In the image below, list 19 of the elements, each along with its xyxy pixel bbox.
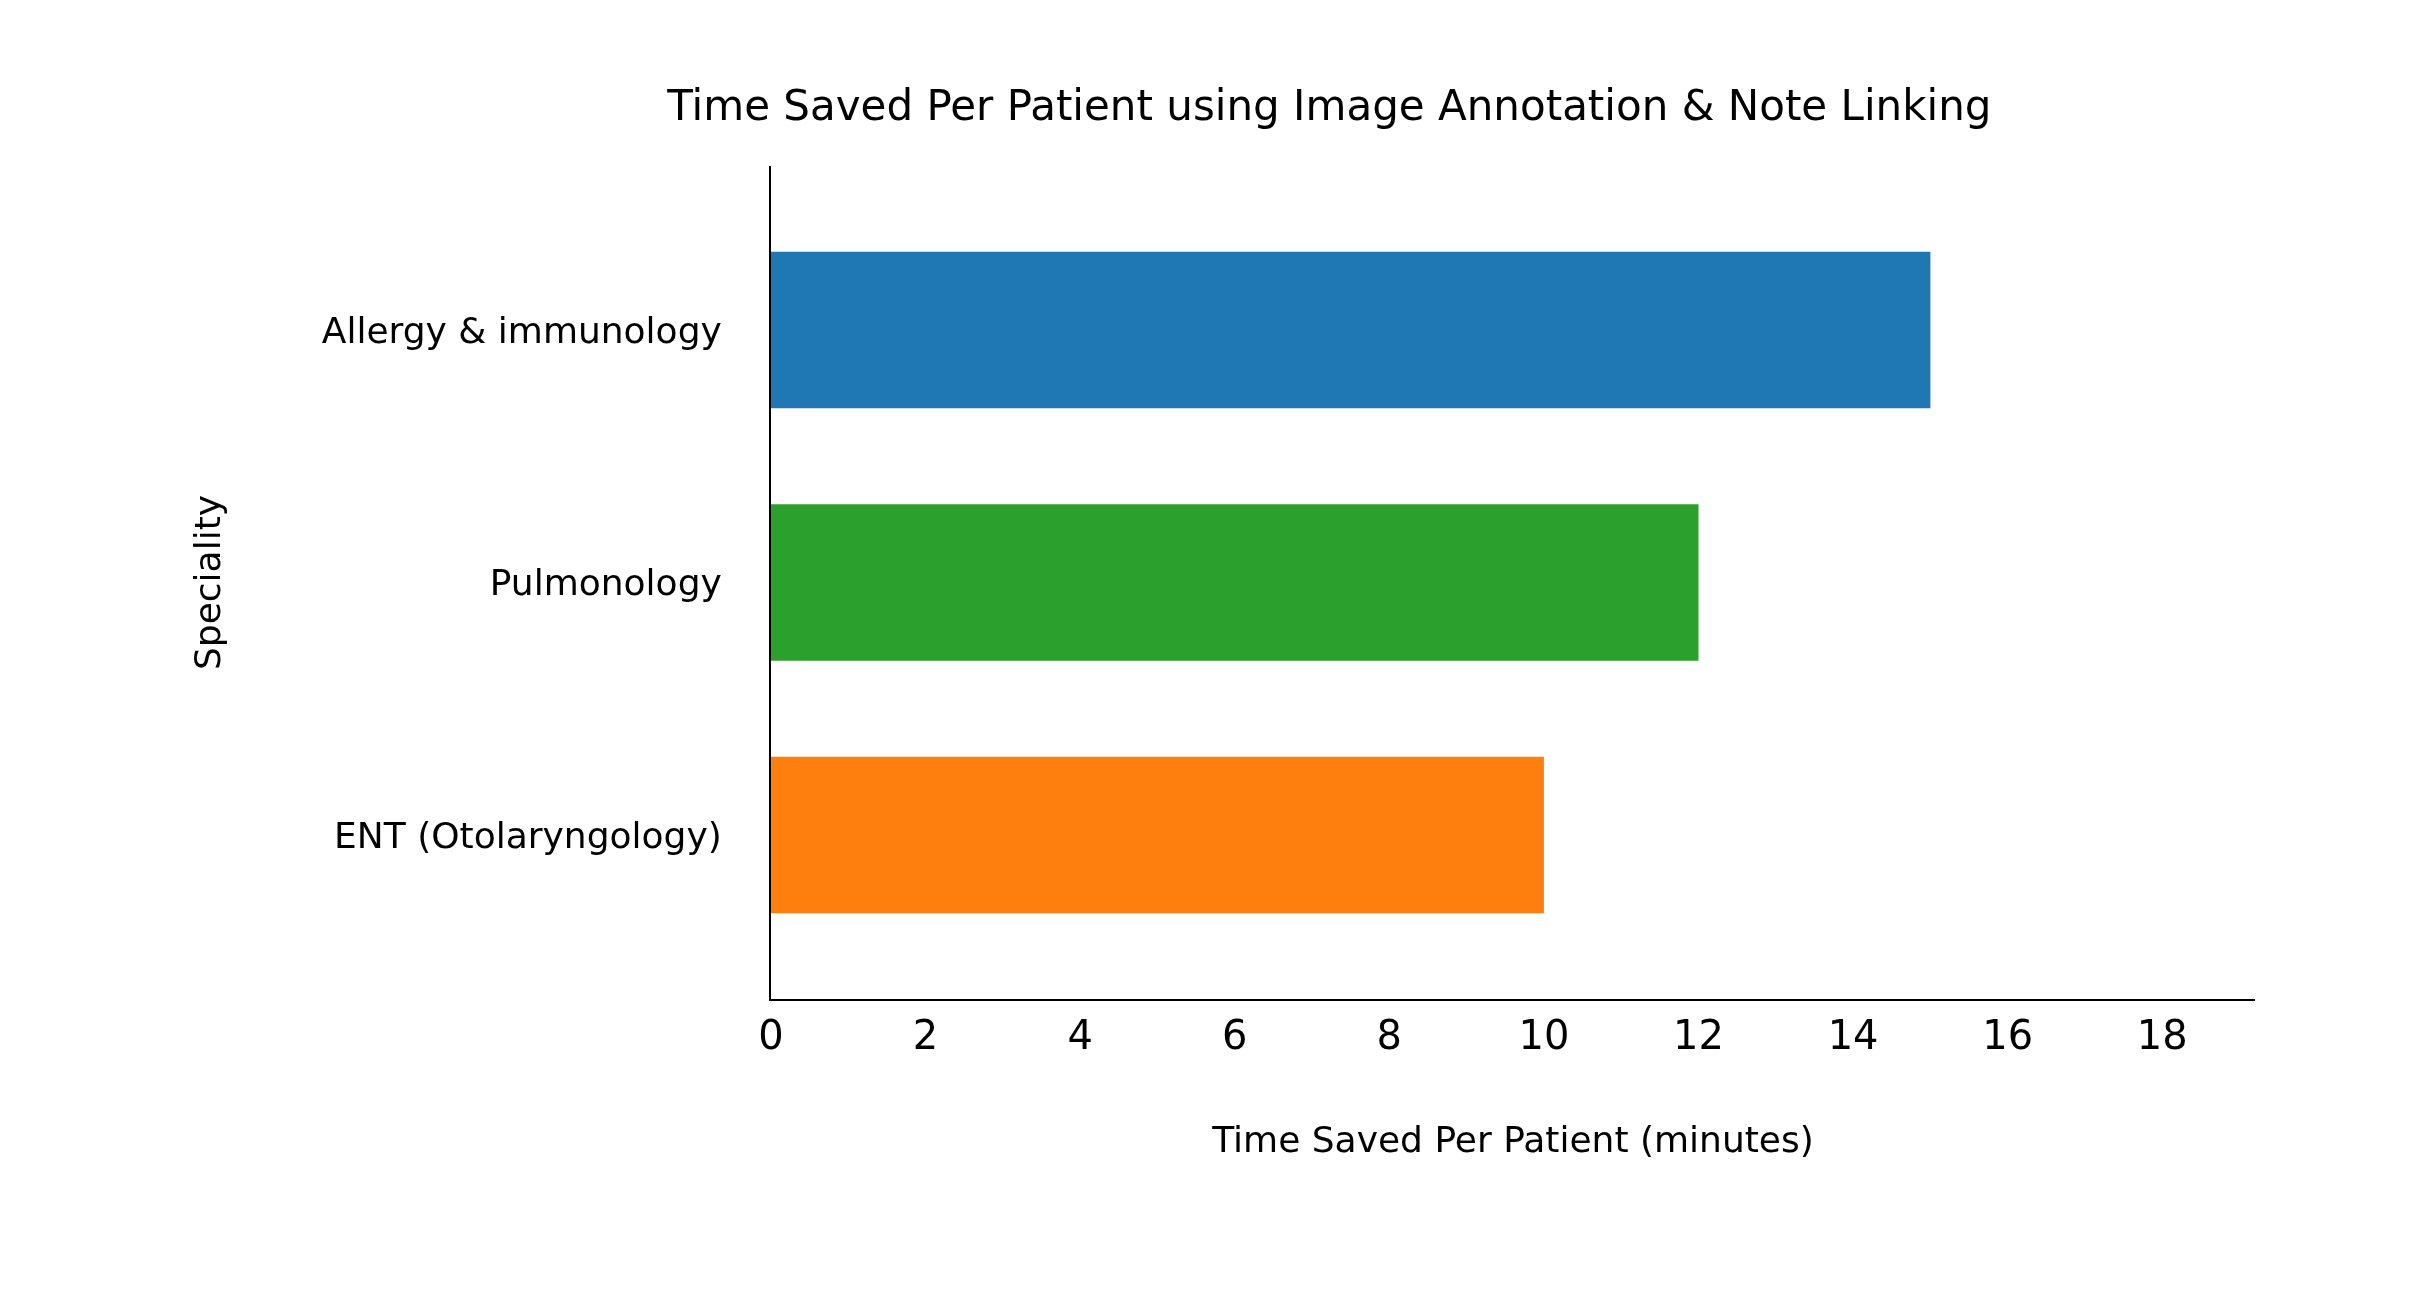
y-tick-label: ENT (Otolaryngology) — [334, 814, 722, 856]
bar — [771, 251, 1931, 409]
bar — [771, 756, 1544, 914]
x-tick-label: 18 — [2136, 1012, 2188, 1058]
x-tick-label: 2 — [912, 1012, 939, 1058]
x-tick-label: 0 — [758, 1012, 784, 1058]
x-tick-label: 8 — [1376, 1012, 1403, 1058]
x-tick-label: 12 — [1673, 1012, 1724, 1058]
y-axis-title: Speciality — [187, 494, 229, 671]
x-tick-label: 16 — [1982, 1012, 2034, 1058]
y-tick-label: Allergy & immunology — [321, 309, 722, 351]
x-tick-label: 14 — [1827, 1012, 1879, 1058]
x-tick-label: 10 — [1518, 1012, 1570, 1058]
y-tick-label: Pulmonology — [489, 562, 722, 604]
x-tick-label: 6 — [1222, 1012, 1248, 1058]
x-tick-label: 4 — [1067, 1012, 1093, 1058]
chart-title: Time Saved Per Patient using Image Annotation & Note Linking — [666, 81, 1992, 131]
x-axis-title: Time Saved Per Patient (minutes) — [1211, 1119, 1814, 1161]
bar — [771, 504, 1699, 661]
